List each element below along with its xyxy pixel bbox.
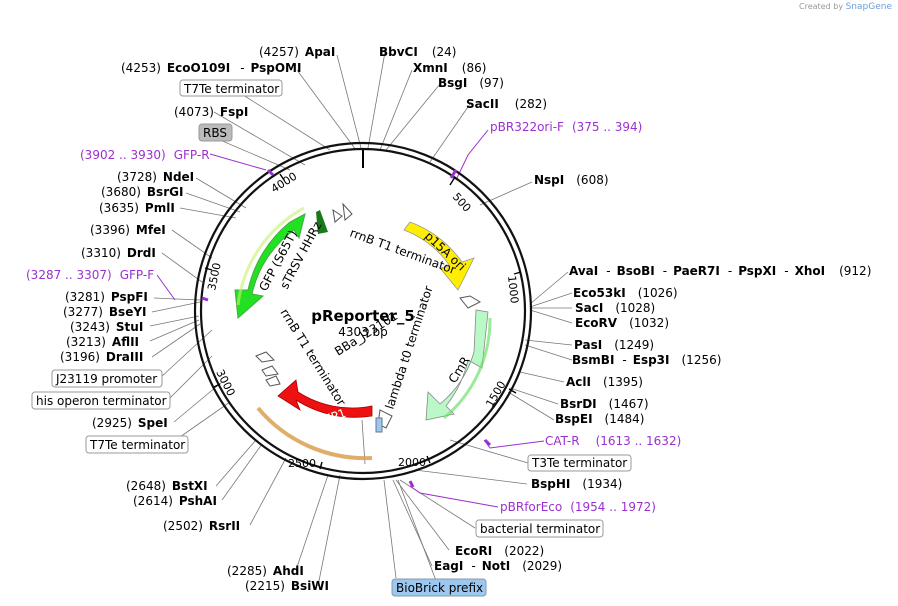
site-bbvci[interactable]: BbvCI (24) [379, 45, 456, 59]
site-fspi[interactable]: (4073) FspI [174, 105, 248, 119]
site-bsphi[interactable]: BspHI (1934) [531, 477, 622, 491]
site-bsrdi[interactable]: BsrDI (1467) [560, 397, 649, 411]
biobrick-mark [375, 417, 383, 433]
ruler-2000: 2000 [398, 456, 426, 469]
gfp-glow [236, 206, 305, 306]
his-label[interactable]: his operon terminator [36, 394, 167, 408]
site-pshai[interactable]: (2614) PshAI [133, 494, 217, 508]
site-ecori[interactable]: EcoRI (2022) [455, 544, 544, 558]
site-mfei[interactable]: (3396) MfeI [90, 223, 166, 237]
mrfp-feature[interactable] [277, 379, 373, 418]
site-pmli[interactable]: (3635) PmlI [99, 201, 175, 215]
site-ahdi[interactable]: (2285) AhdI [227, 564, 304, 578]
biobrick-label[interactable]: BioBrick prefix [396, 581, 483, 595]
site-acli[interactable]: AclI (1395) [566, 375, 643, 389]
primer-pbrfor[interactable]: pBRforEco (1954 .. 1972) [500, 500, 656, 514]
site-sacii[interactable]: SacII (282) [466, 97, 547, 111]
ruler-500: 500 [450, 190, 474, 214]
terminator-glyph-5 [261, 365, 279, 377]
primer-labels: pBR322ori-F (375 .. 394) (3902 .. 3930) GF… [26, 120, 681, 514]
credit-prefix: Created by [799, 2, 844, 11]
site-eco53ki[interactable]: Eco53kI (1026) [573, 286, 678, 300]
site-bsgi[interactable]: BsgI (97) [438, 76, 504, 90]
ruler-1000: 1000 [505, 275, 521, 304]
p15a-feature[interactable] [403, 221, 475, 291]
site-draiii[interactable]: (3196) DraIII [60, 350, 143, 364]
t3te-label[interactable]: T3Te terminator [531, 456, 627, 470]
credit-brand: SnapGene [845, 2, 892, 12]
j23119-label[interactable]: J23119 promoter [55, 372, 157, 386]
primer-gfpr[interactable]: (3902 .. 3930) GFP-R [80, 148, 210, 162]
primer-marks [201, 168, 492, 488]
terminator-glyph-3 [459, 295, 482, 309]
ruler-1500: 1500 [483, 379, 508, 410]
leader-lines [149, 51, 573, 587]
cmr-label: CmR [446, 354, 473, 386]
site-apai[interactable]: (4257) ApaI [259, 45, 335, 59]
backbone-inner [199, 147, 527, 475]
primer-pbr322[interactable]: pBR322ori-F (375 .. 394) [490, 120, 642, 134]
site-ndei[interactable]: (3728) NdeI [117, 170, 194, 184]
site-stui[interactable]: (3243) StuI [70, 320, 143, 334]
terminator-glyph-6 [265, 375, 281, 387]
site-bspei[interactable]: BspEI (1484) [555, 412, 644, 426]
site-rsrii[interactable]: (2502) RsrII [163, 519, 240, 533]
site-aflii[interactable]: (3213) AflII [66, 335, 139, 349]
site-bsmbi[interactable]: BsmBI - Esp3I (1256) [572, 353, 721, 367]
t7te-bot-label[interactable]: T7Te terminator [89, 438, 185, 452]
t7te-top-label[interactable]: T7Te terminator [183, 82, 279, 96]
site-bsiwi[interactable]: (2215) BsiWI [245, 579, 329, 593]
gfp-feature[interactable] [234, 213, 306, 320]
site-bsrgi[interactable]: (3680) BsrGI [101, 185, 183, 199]
site-pspfi[interactable]: (3281) PspFI [65, 290, 148, 304]
site-avai[interactable]: AvaI - BsoBI - PaeR7I - PspXI - XhoI (912) [569, 264, 871, 278]
terminator-glyph-1 [342, 202, 353, 221]
hhrz-feature[interactable] [316, 210, 328, 234]
site-drdi[interactable]: (3310) DrdI [81, 246, 156, 260]
site-ecorv[interactable]: EcoRV (1032) [575, 316, 669, 330]
rbs-label[interactable]: RBS [203, 126, 227, 140]
primer-catr[interactable]: CAT-R (1613 .. 1632) [545, 434, 681, 448]
site-pasi[interactable]: PasI (1249) [574, 338, 654, 352]
mrfp-glow [256, 406, 373, 461]
site-saci[interactable]: SacI (1028) [575, 301, 655, 315]
site-eco[interactable]: (4253) EcoO109I - PspOMI [121, 61, 301, 75]
ruler-2500: 2500 [288, 457, 316, 470]
site-eagi[interactable]: EagI - NotI (2029) [434, 559, 562, 573]
site-xmni[interactable]: XmnI (86) [413, 61, 486, 75]
cmr-glow [443, 317, 492, 420]
site-bstxi[interactable]: (2648) BstXI [126, 479, 208, 493]
plasmid-size: 4303 bp [338, 325, 388, 339]
terminator-glyph-2 [332, 208, 343, 223]
site-bseyi[interactable]: (3277) BseYI [63, 305, 147, 319]
boxed-labels: T7Te terminator RBS J23119 promoter his … [31, 79, 632, 597]
plasmid-name: pReporter_5 [311, 307, 415, 325]
terminator-glyph-4 [255, 351, 276, 363]
small-feature-glyphs [255, 202, 482, 429]
snapgene-credit: Created by SnapGene [799, 2, 892, 12]
bact-label[interactable]: bacterial terminator [480, 522, 600, 536]
ruler-3500: 3500 [205, 262, 224, 292]
primer-gfpf[interactable]: (3287 .. 3307) GFP-F [26, 268, 154, 282]
site-spei[interactable]: (2925) SpeI [92, 416, 168, 430]
restriction-sites: (4257) ApaI (4253) EcoO109I - PspOMI BbvCI (2… [60, 45, 871, 593]
ruler-ticks [204, 173, 522, 470]
site-nspi[interactable]: NspI (608) [534, 173, 609, 187]
backbone-outer [193, 141, 533, 481]
cmr-feature[interactable] [425, 309, 489, 421]
